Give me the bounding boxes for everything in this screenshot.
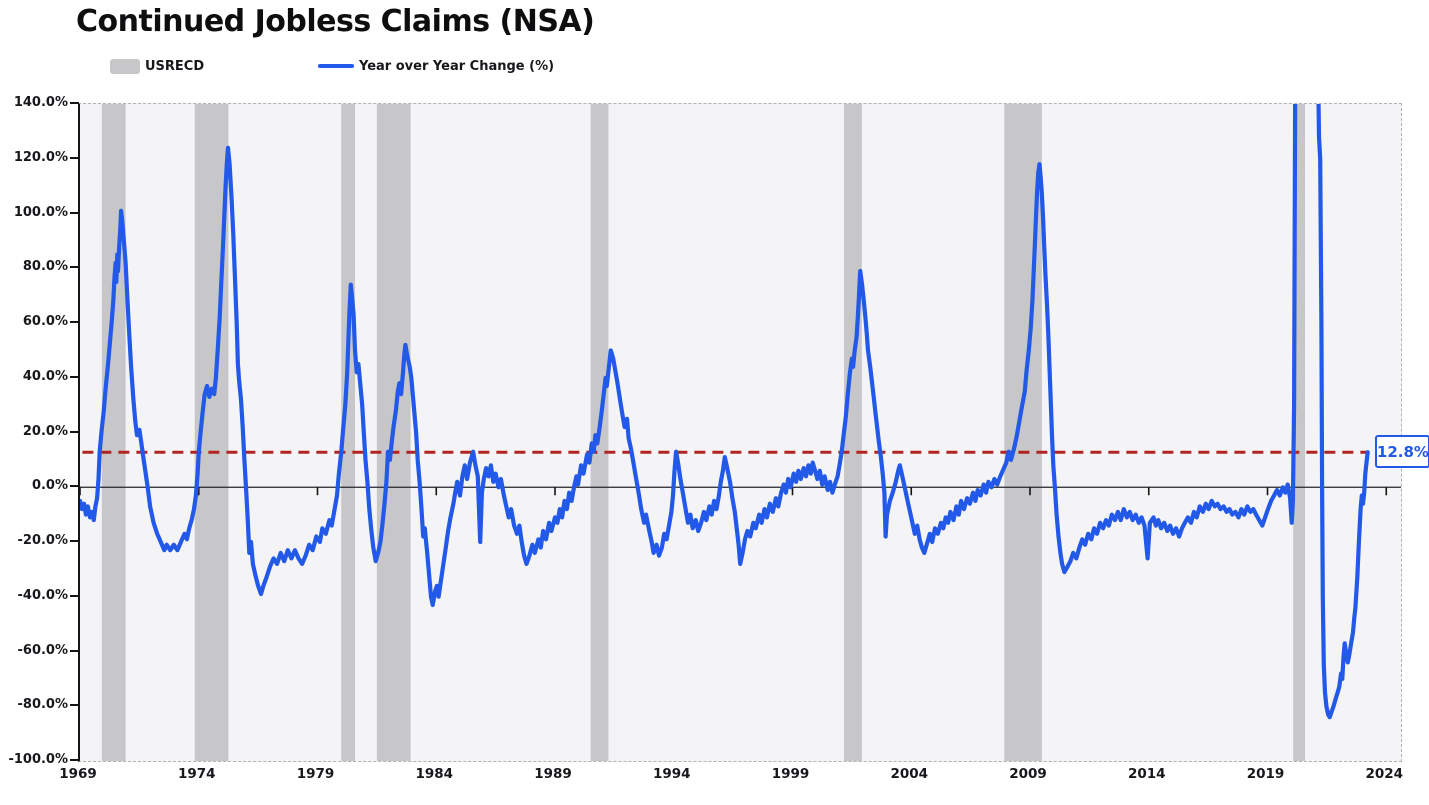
legend-label-usrecd: USRECD	[145, 58, 205, 74]
x-tick-label: 1979	[296, 766, 335, 782]
chart-canvas	[80, 104, 1401, 761]
y-tick-mark	[70, 430, 79, 433]
x-tick-label: 2014	[1127, 766, 1166, 782]
y-tick-mark	[70, 759, 79, 761]
recession-band	[1293, 104, 1306, 761]
x-tick-label: 1999	[771, 766, 810, 782]
y-tick-mark	[70, 594, 79, 597]
y-tick-mark	[70, 156, 79, 159]
y-tick-mark	[70, 102, 79, 104]
y-tick-mark	[70, 266, 79, 269]
x-tick-label: 2004	[890, 766, 929, 782]
y-tick-label: -80.0%	[17, 697, 69, 713]
y-tick-label: 140.0%	[13, 95, 68, 110]
y-tick-mark	[70, 485, 79, 488]
legend-label-yoy-change: Year over Year Change (%)	[359, 58, 555, 74]
y-tick-label: -60.0%	[17, 642, 69, 658]
x-tick-label: 2019	[1246, 766, 1285, 782]
x-tick-label: 2009	[1009, 766, 1047, 782]
y-tick-mark	[70, 321, 79, 323]
y-tick-label: 100.0%	[13, 204, 68, 220]
chart-title: Continued Jobless Claims (NSA)	[76, 4, 595, 39]
x-tick-label: 1984	[415, 766, 454, 782]
recession-band	[844, 104, 862, 761]
legend-item-usrecd[interactable]: USRECD	[110, 58, 204, 74]
recession-band	[101, 104, 126, 761]
y-tick-mark	[70, 704, 79, 707]
x-tick-label: 1974	[177, 766, 216, 782]
y-tick-mark	[70, 540, 79, 542]
y-tick-label: 120.0%	[13, 149, 68, 165]
y-tick-mark	[70, 211, 79, 214]
y-tick-label: 60.0%	[22, 314, 68, 329]
legend-item-yoy-change[interactable]: Year over Year Change (%)	[318, 58, 554, 74]
y-tick-label: 20.0%	[22, 423, 68, 439]
plot-area	[78, 103, 1402, 762]
x-tick-label: 1989	[534, 766, 572, 782]
current-value-text: 12.8%	[1376, 442, 1429, 461]
x-tick-label: 1994	[652, 766, 691, 782]
yoy-line-swatch	[318, 63, 354, 69]
usrecd-band-swatch	[110, 58, 140, 74]
y-tick-label: 0.0%	[31, 478, 68, 494]
yoy-change-line	[80, 104, 1370, 720]
legend: USRECD Year over Year Change (%)	[0, 58, 1429, 78]
y-tick-mark	[70, 649, 79, 652]
y-tick-label: -40.0%	[17, 587, 69, 603]
current-value-callout: 12.8%	[1375, 435, 1429, 469]
recession-band	[341, 104, 356, 761]
y-tick-label: -100.0%	[8, 752, 68, 767]
y-tick-mark	[70, 375, 79, 378]
y-tick-label: 40.0%	[22, 368, 68, 384]
y-tick-label: -20.0%	[17, 533, 69, 548]
y-tick-label: 80.0%	[22, 259, 68, 275]
x-tick-label: 2024	[1365, 766, 1404, 782]
x-tick-label: 1969	[59, 766, 97, 782]
